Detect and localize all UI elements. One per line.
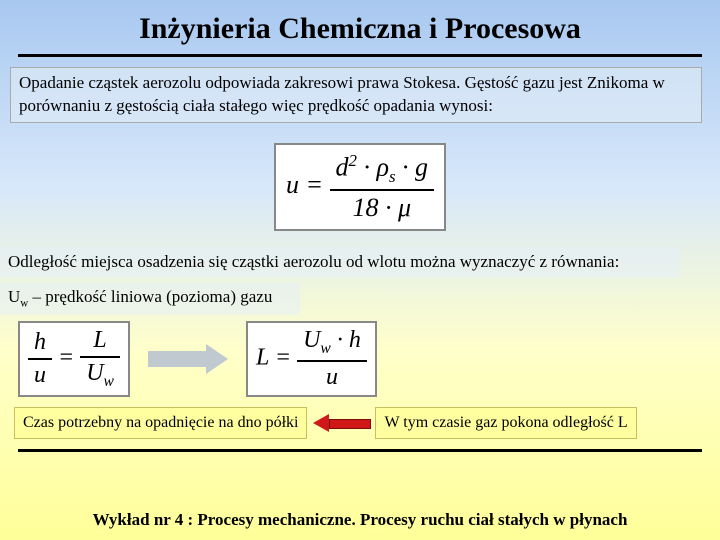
bottom-row: Czas potrzebny na opadnięcie na dno półk… [14, 407, 710, 439]
paragraph-3: Uw – prędkość liniowa (pozioma) gazu [0, 282, 300, 315]
eq1-den: 18 · μ [330, 191, 435, 223]
intro-paragraph: Opadanie cząstek aerozolu odpowiada zakr… [10, 67, 702, 123]
eq1-equals: = [305, 170, 329, 199]
eq2-d1a: u [28, 360, 52, 389]
eq2-n1b: L [80, 327, 120, 358]
eq1-mu: μ [398, 193, 411, 222]
eq3-num: Uw · h [297, 327, 367, 362]
eq3-den: u [297, 362, 367, 391]
eq2-uwsub: w [104, 373, 114, 390]
eq2-frac1: h u [28, 329, 52, 389]
eq3-dot: · [337, 327, 349, 353]
page-title: Inżynieria Chemiczna i Procesowa [0, 0, 720, 54]
footer-rule [18, 449, 702, 452]
equation-row: h u = L Uw L = Uw · h u [18, 321, 720, 397]
eq1-rho: ρ [376, 153, 388, 182]
paragraph-2: Odległość miejsca osadzenia się cząstki … [0, 247, 680, 278]
eq2-uw: U [86, 360, 103, 386]
eq2-eq: = [58, 344, 80, 370]
eq2-frac2: L Uw [80, 327, 120, 391]
eq1-exp: 2 [349, 151, 357, 170]
eq1-d: d [336, 153, 349, 182]
note-right: W tym czasie gaz pokona odległość L [375, 407, 636, 439]
eq3-frac: Uw · h u [297, 327, 367, 391]
eq1-rhos: s [389, 167, 396, 186]
equation-1-wrap: u = d2 · ρs · g 18 · μ [0, 143, 720, 231]
eq1-18: 18 [352, 193, 378, 222]
title-rule [18, 54, 702, 57]
eq1-dot2: · [402, 153, 415, 182]
eq3-lhs: L [256, 344, 269, 370]
red-arrow-icon [313, 414, 369, 432]
eq3-eq: = [275, 344, 297, 370]
eq2-d1b: Uw [80, 358, 120, 391]
equation-2: h u = L Uw [18, 321, 130, 397]
eq1-dot3: · [385, 193, 398, 222]
eq2-n1a: h [28, 329, 52, 360]
eq1-lhs: u [286, 170, 299, 199]
eq1-num: d2 · ρs · g [330, 151, 435, 191]
eq1-dot1: · [363, 153, 376, 182]
eq1-frac: d2 · ρs · g 18 · μ [330, 151, 435, 223]
footer-text: Wykład nr 4 : Procesy mechaniczne. Proce… [0, 510, 720, 530]
implies-arrow-icon [148, 344, 228, 374]
eq3-h: h [349, 327, 361, 353]
eq3-uw: U [303, 327, 320, 353]
equation-3: L = Uw · h u [246, 321, 377, 397]
eq3-uwsub: w [320, 340, 330, 357]
eq1-g: g [415, 153, 428, 182]
uw-u: U [8, 287, 20, 306]
note-left: Czas potrzebny na opadnięcie na dno półk… [14, 407, 307, 439]
equation-1: u = d2 · ρs · g 18 · μ [274, 143, 446, 231]
uw-rest: – prędkość liniowa (pozioma) gazu [28, 287, 272, 306]
